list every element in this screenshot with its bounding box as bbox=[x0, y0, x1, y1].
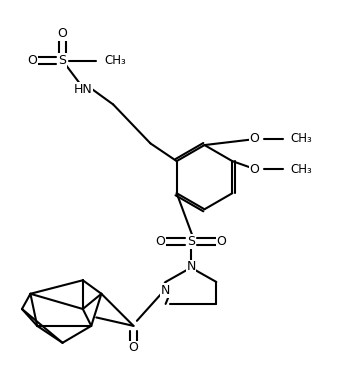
Text: O: O bbox=[155, 235, 166, 248]
Text: CH₃: CH₃ bbox=[291, 163, 312, 176]
Text: O: O bbox=[216, 235, 226, 248]
Text: O: O bbox=[249, 132, 259, 146]
Text: O: O bbox=[57, 27, 68, 40]
Text: S: S bbox=[187, 235, 195, 248]
Text: S: S bbox=[58, 54, 67, 67]
Text: N: N bbox=[161, 284, 170, 297]
Text: O: O bbox=[128, 341, 139, 354]
Text: CH₃: CH₃ bbox=[105, 54, 126, 67]
Text: HN: HN bbox=[73, 83, 92, 96]
Text: O: O bbox=[249, 163, 259, 176]
Text: N: N bbox=[186, 260, 196, 273]
Text: O: O bbox=[27, 54, 37, 67]
Text: CH₃: CH₃ bbox=[291, 132, 312, 146]
